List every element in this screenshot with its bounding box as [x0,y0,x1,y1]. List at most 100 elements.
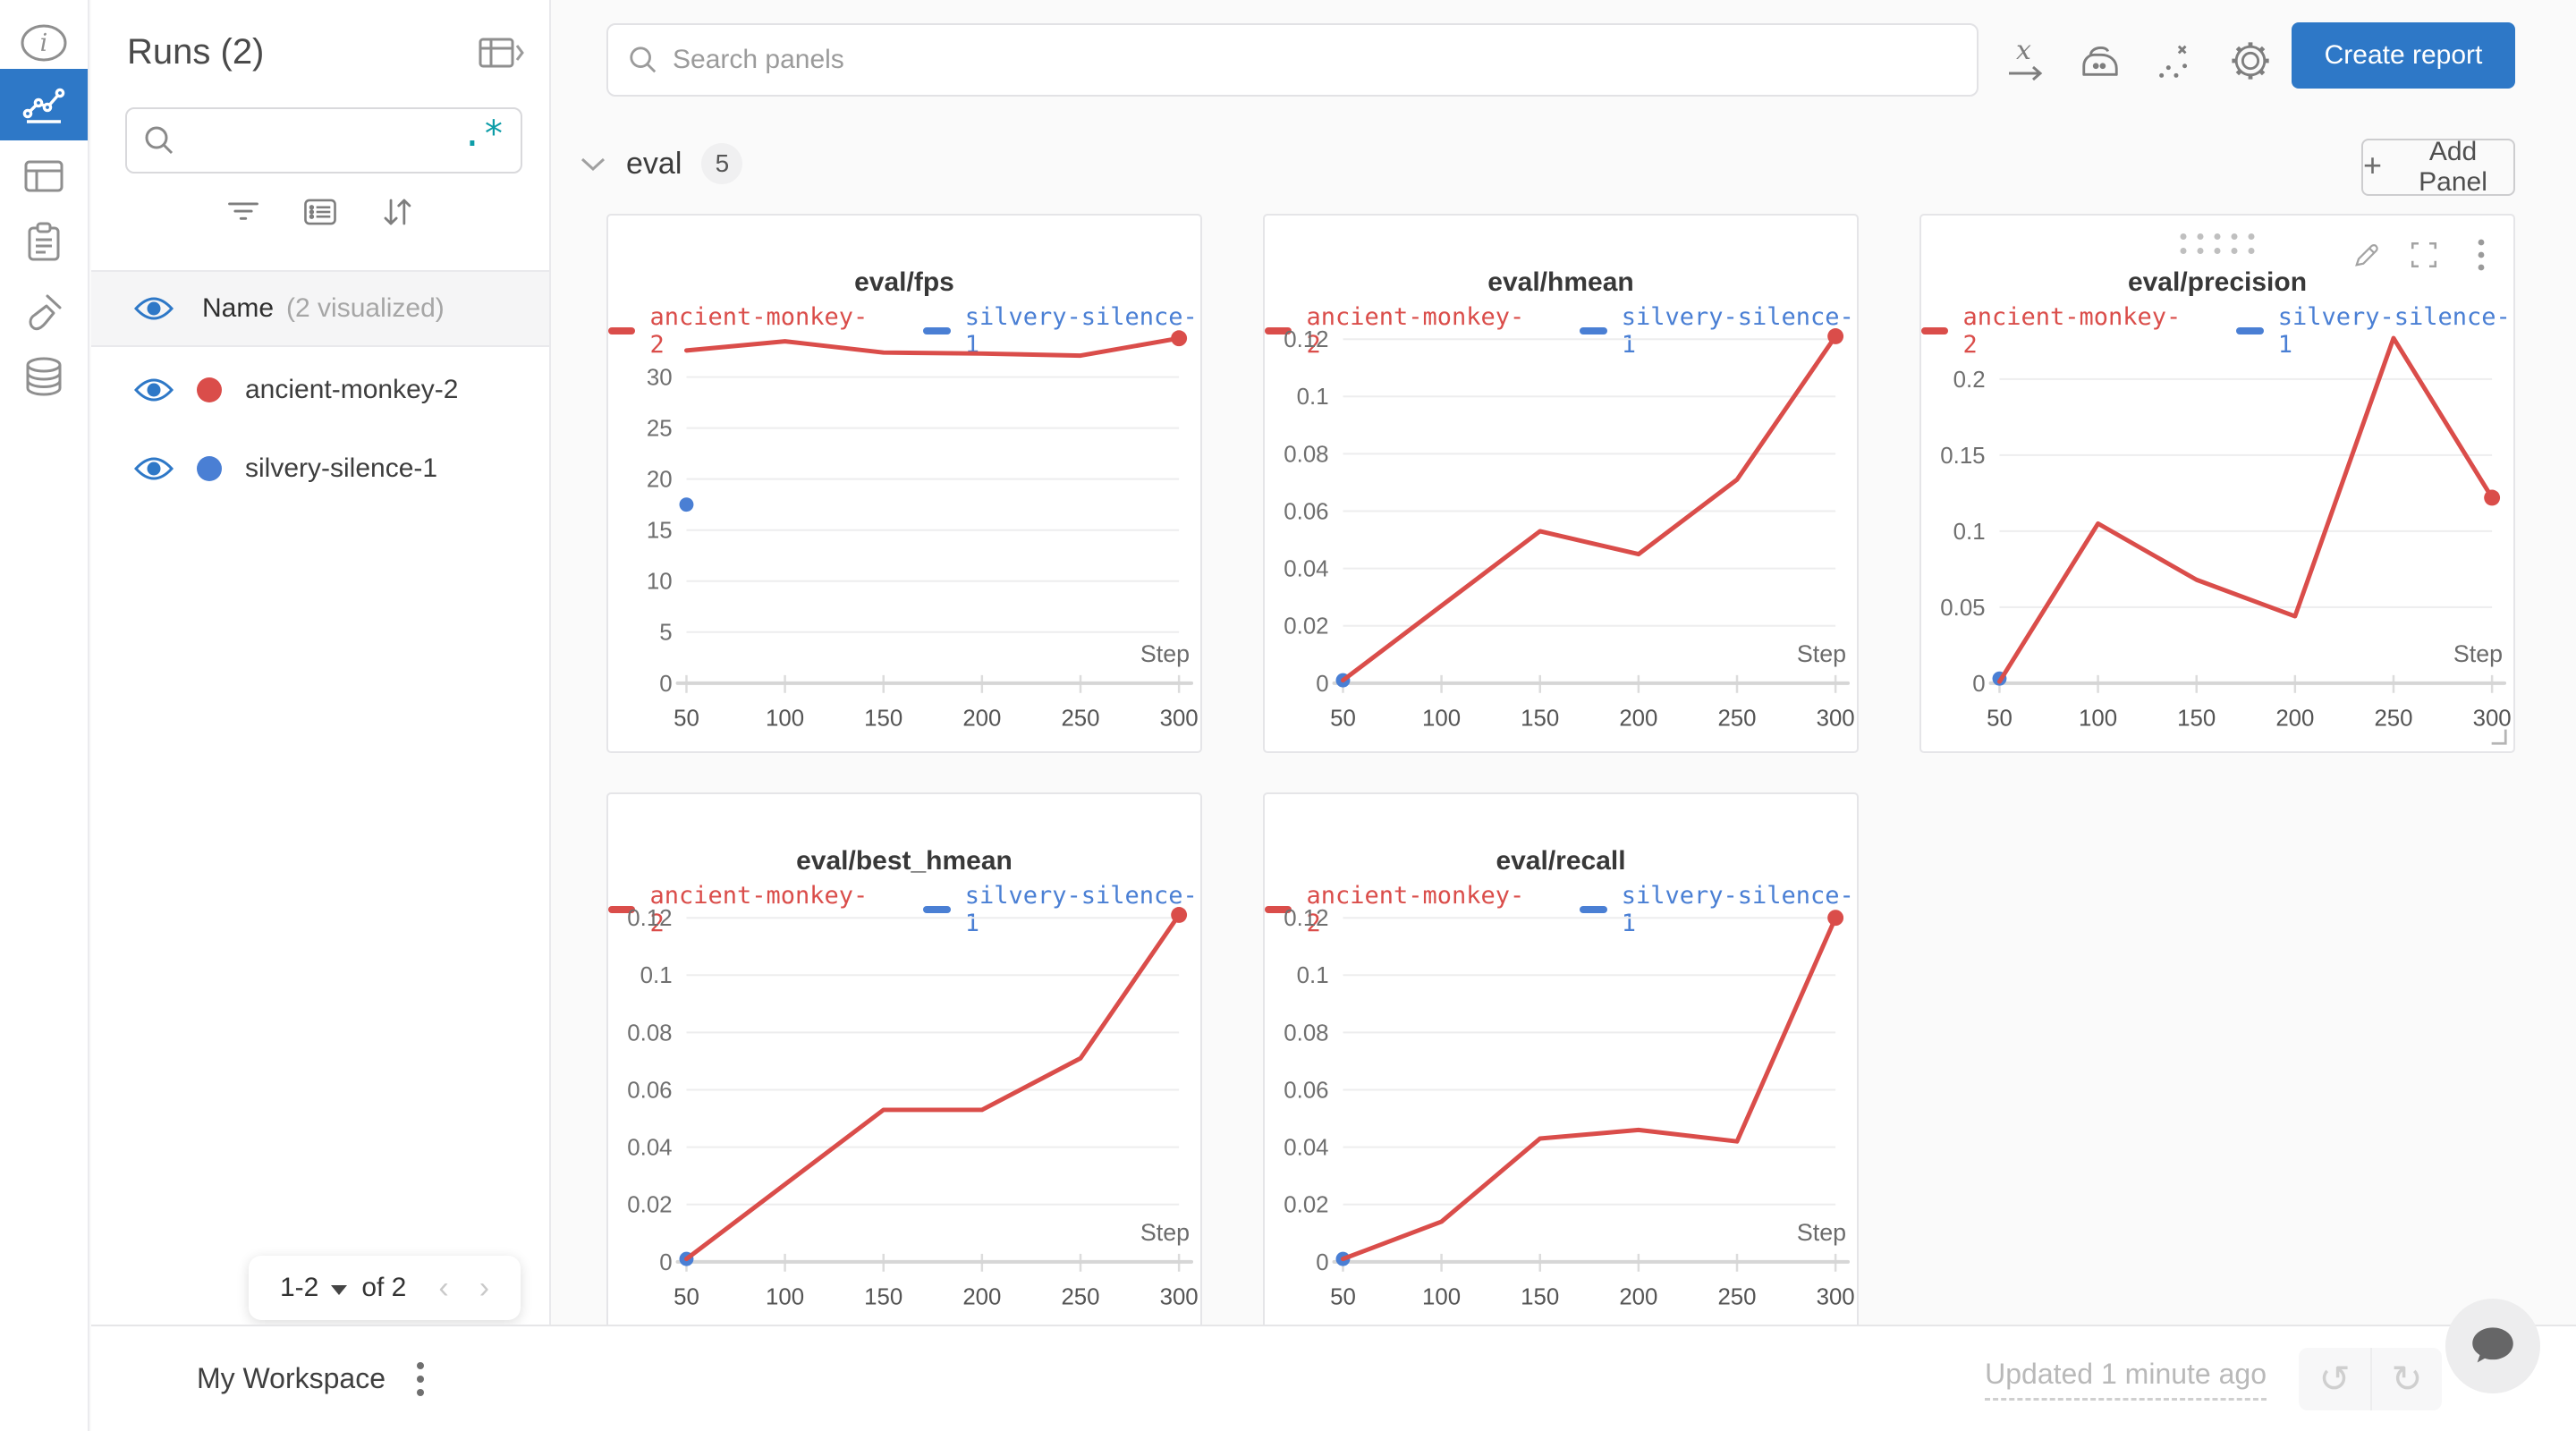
create-report-button[interactable]: Create report [2292,22,2515,89]
chart-panel[interactable]: eval/precision ancient-monkey-2 silvery-s… [1919,214,2515,753]
rail-item-info[interactable]: i [0,7,88,79]
kebab-icon[interactable] [414,1359,427,1400]
redo-button[interactable]: ↻ [2370,1347,2442,1410]
settings-gear-icon[interactable] [2229,36,2272,86]
run-row[interactable]: silvery-silence-1 [91,429,549,508]
legend-item[interactable]: ancient-monkey-2 [608,303,871,359]
runs-toolbar [225,191,415,233]
svg-text:200: 200 [962,707,1001,732]
pagination-next-button[interactable]: › [479,1270,490,1305]
chart-panel[interactable]: eval/recall ancient-monkey-2 silvery-sile… [1263,792,1859,1332]
pagination-prev-button[interactable]: ‹ [438,1270,449,1305]
fullscreen-icon[interactable] [2406,237,2442,273]
chart-panel[interactable]: eval/fps ancient-monkey-2 silvery-silence… [606,214,1202,753]
svg-text:0.1: 0.1 [1297,385,1329,410]
section-header: eval 5 [580,143,743,184]
legend-swatch [1265,327,1292,334]
rail-item-line-chart[interactable] [0,69,88,140]
chart-legend: ancient-monkey-2 silvery-silence-1 [1265,303,1857,359]
add-panel-button[interactable]: + Add Panel [2361,137,2515,197]
legend-run-name: ancient-monkey-2 [1962,303,2182,359]
history-buttons: ↺ ↻ [2299,1347,2442,1410]
legend-item[interactable]: silvery-silence-1 [1580,882,1857,937]
svg-text:0.04: 0.04 [1284,1136,1328,1161]
chart-legend: ancient-monkey-2 silvery-silence-1 [608,303,1200,359]
chart-panel[interactable]: eval/best_hmean ancient-monkey-2 silvery-… [606,792,1202,1332]
table-expand-icon [478,33,524,72]
rail-item-runs-table[interactable] [0,140,88,212]
legend-item[interactable]: silvery-silence-1 [2236,303,2513,359]
runs-name-header-row[interactable]: Name (2 visualized) [91,270,549,347]
chart-title: eval/hmean [1487,267,1634,297]
svg-text:0.12: 0.12 [1284,327,1328,352]
x-axis-icon[interactable]: x [2004,36,2046,86]
legend-swatch [923,906,951,913]
svg-text:i: i [40,30,48,57]
pagination-total: of 2 [361,1273,407,1302]
search-icon [628,45,658,75]
svg-text:150: 150 [864,1285,902,1310]
svg-text:15: 15 [647,519,673,544]
run-list: ancient-monkey-2 silvery-silence-1 [91,351,549,508]
run-name[interactable]: silvery-silence-1 [245,453,438,483]
legend-item[interactable]: silvery-silence-1 [923,882,1200,937]
filter-icon[interactable] [225,191,261,233]
rail-item-logs-clipboard[interactable] [0,207,88,278]
kebab-icon[interactable] [2463,237,2499,273]
search-icon [143,124,175,157]
runs-panel-title: Runs (2) [127,32,265,72]
svg-text:150: 150 [1521,1285,1559,1310]
svg-text:25: 25 [647,417,673,442]
section-title[interactable]: eval [626,146,682,181]
outliers-icon[interactable] [2154,36,2197,86]
drag-handle-icon[interactable] [2180,233,2255,254]
chat-button[interactable] [2445,1299,2540,1393]
rail-item-sweeps-broom[interactable] [0,276,88,348]
chart-title: eval/fps [854,267,954,297]
sort-icon[interactable] [379,191,415,233]
svg-text:100: 100 [1422,707,1461,732]
chart-title: eval/best_hmean [796,846,1013,876]
rail-item-artifacts-database[interactable] [0,341,88,412]
svg-text:0.12: 0.12 [1284,906,1328,931]
eye-icon[interactable] [134,376,174,404]
expand-runs-table-button[interactable] [478,33,524,72]
regex-toggle[interactable]: .* [461,114,504,155]
legend-run-name: ancient-monkey-2 [649,882,869,937]
updated-timestamp[interactable]: Updated 1 minute ago [1985,1358,2267,1401]
svg-text:0.02: 0.02 [627,1193,672,1218]
legend-item[interactable]: silvery-silence-1 [1580,303,1857,359]
run-name[interactable]: ancient-monkey-2 [245,375,459,404]
chevron-down-icon[interactable] [331,1284,348,1295]
eye-icon[interactable] [134,454,174,483]
runs-search-input[interactable] [175,125,462,156]
eye-icon[interactable] [134,294,174,323]
svg-text:0.12: 0.12 [627,906,672,931]
chart-title: eval/recall [1496,846,1626,876]
smoothing-iron-icon[interactable] [2079,36,2122,86]
svg-text:200: 200 [962,1285,1001,1310]
run-row[interactable]: ancient-monkey-2 [91,351,549,429]
chevron-down-icon[interactable] [580,155,606,173]
edit-pencil-icon[interactable] [2349,237,2385,273]
panel-search-input[interactable] [673,45,1957,75]
chart-panel[interactable]: eval/hmean ancient-monkey-2 silvery-silen… [1263,214,1859,753]
resize-corner-icon[interactable] [2488,726,2508,746]
undo-button[interactable]: ↺ [2318,1357,2351,1401]
chart-legend: ancient-monkey-2 silvery-silence-1 [608,882,1200,937]
pagination-range[interactable]: 1-2 [279,1273,319,1302]
plus-icon: + [2363,147,2383,183]
svg-text:250: 250 [1061,1285,1099,1310]
svg-text:200: 200 [1619,707,1657,732]
display-settings-icon[interactable] [302,191,338,233]
svg-text:5: 5 [659,621,672,646]
chat-bubble-icon [2470,1325,2516,1367]
legend-item[interactable]: ancient-monkey-2 [1265,303,1528,359]
runs-name-column-label: Name [202,293,275,323]
legend-item[interactable]: ancient-monkey-2 [608,882,871,937]
legend-item[interactable]: ancient-monkey-2 [1921,303,2184,359]
svg-text:0.06: 0.06 [1284,1078,1328,1103]
line-chart: 0 0.02 0.04 0.06 0.08 0.1 0.12 50 100 150 200 250 30… [1284,906,1854,1310]
legend-item[interactable]: ancient-monkey-2 [1265,882,1528,937]
info-icon: i [19,21,69,64]
